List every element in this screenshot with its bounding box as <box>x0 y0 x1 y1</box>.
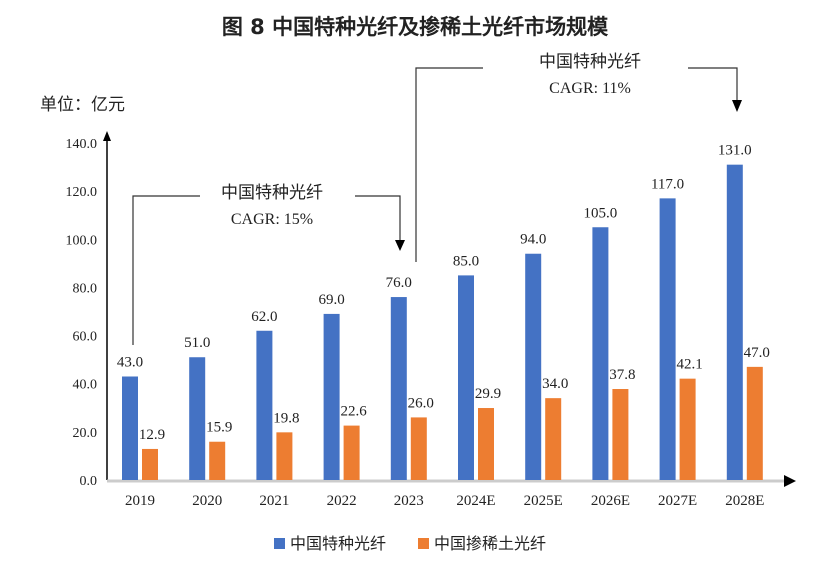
bar-rare-earth-fiber <box>410 417 427 480</box>
bar-special-fiber <box>122 376 138 480</box>
data-label: 19.8 <box>273 410 299 426</box>
arrow-down-icon <box>395 240 405 251</box>
bar-special-fiber <box>726 164 743 480</box>
bars: 43.0 51.0 62.0 69.0 76.0 85.0 94.0 105.0 117.0 13… <box>117 143 770 480</box>
bar-rare-earth-fiber <box>612 389 629 480</box>
y-tick-label: 20.0 <box>73 426 98 441</box>
data-label: 117.0 <box>651 176 684 192</box>
arrow-down-icon <box>732 100 742 112</box>
x-tick-label: 2025E <box>524 493 563 509</box>
data-label: 15.9 <box>206 420 232 436</box>
bar-rare-earth-fiber <box>142 448 158 480</box>
bar-rare-earth-fiber <box>545 398 562 480</box>
annotation-bracket-right <box>688 67 738 102</box>
bar-special-fiber <box>256 330 273 480</box>
unit-label: 单位：亿元 <box>40 95 125 115</box>
chart-title: 图 8 中国特种光纤及掺稀土光纤市场规模 <box>222 15 609 39</box>
x-axis-arrow-icon <box>784 475 796 487</box>
bar-rare-earth-fiber <box>276 432 293 480</box>
bar-rare-earth-fiber <box>746 366 763 480</box>
annotations: 中国特种光纤 CAGR: 15% 中国特种光纤 CAGR: 11% <box>132 52 742 345</box>
data-label: 94.0 <box>520 232 546 248</box>
annotation-bracket-right <box>355 195 401 242</box>
data-label: 105.0 <box>584 205 618 221</box>
data-label: 131.0 <box>718 143 752 159</box>
bar-rare-earth-fiber <box>209 441 226 480</box>
data-label: 43.0 <box>117 354 143 370</box>
data-label: 42.1 <box>676 357 702 373</box>
x-tick-label: 2026E <box>591 493 630 509</box>
y-tick-label: 100.0 <box>66 233 98 248</box>
data-label: 69.0 <box>318 292 344 308</box>
legend: 中国特种光纤 中国掺稀土光纤 <box>274 534 546 553</box>
x-tick-label: 2021 <box>259 493 289 509</box>
x-tick-label: 2020 <box>192 493 222 509</box>
bar-special-fiber <box>323 313 340 480</box>
x-tick-label: 2027E <box>658 493 697 509</box>
bar-special-fiber <box>659 198 676 480</box>
y-tick-label: 40.0 <box>73 378 98 393</box>
x-tick-label: 2023 <box>394 493 424 509</box>
x-tick-label: 2022 <box>327 493 357 509</box>
data-label: 34.0 <box>542 376 568 392</box>
annotation-bracket-left <box>415 67 483 262</box>
legend-label: 中国特种光纤 <box>290 534 386 553</box>
x-tick-label: 2024E <box>456 493 495 509</box>
data-label: 26.0 <box>408 395 434 411</box>
bar-special-fiber <box>390 297 407 480</box>
data-label: 76.0 <box>386 275 412 291</box>
bar-rare-earth-fiber <box>478 408 494 480</box>
data-label: 62.0 <box>251 309 277 325</box>
y-tick-label: 0.0 <box>80 474 98 489</box>
bar-rare-earth-fiber <box>679 378 696 480</box>
bar-rare-earth-fiber <box>343 425 360 480</box>
y-tick-label: 60.0 <box>73 330 98 345</box>
y-axis-arrow-icon <box>103 131 111 141</box>
data-label: 22.6 <box>340 404 367 420</box>
bar-special-fiber <box>525 253 542 480</box>
y-tick-label: 80.0 <box>73 281 98 296</box>
annotation-cagr: CAGR: 11% <box>549 80 631 97</box>
bar-special-fiber <box>592 227 609 480</box>
data-label: 85.0 <box>453 253 479 269</box>
data-label: 37.8 <box>609 367 635 383</box>
bar-special-fiber <box>189 357 206 480</box>
data-label: 29.9 <box>475 386 501 402</box>
annotation-title: 中国特种光纤 <box>221 183 323 203</box>
y-tick-label: 120.0 <box>66 185 98 200</box>
bar-special-fiber <box>458 275 474 480</box>
annotation-title: 中国特种光纤 <box>539 52 641 72</box>
annotation-cagr: CAGR: 15% <box>231 211 313 228</box>
data-label: 47.0 <box>744 345 770 361</box>
y-tick-label: 140.0 <box>66 137 98 152</box>
legend-swatch <box>274 538 285 549</box>
legend-swatch <box>418 538 429 549</box>
data-label: 12.9 <box>139 427 165 443</box>
x-tick-label: 2019 <box>125 493 155 509</box>
legend-label: 中国掺稀土光纤 <box>434 534 546 553</box>
x-tick-label: 2028E <box>725 493 764 509</box>
axes: 0.0 20.0 40.0 60.0 80.0 100.0 120.0 140.0 2019 20… <box>66 131 796 509</box>
annotation-bracket-left <box>132 195 200 345</box>
data-label: 51.0 <box>184 335 210 351</box>
